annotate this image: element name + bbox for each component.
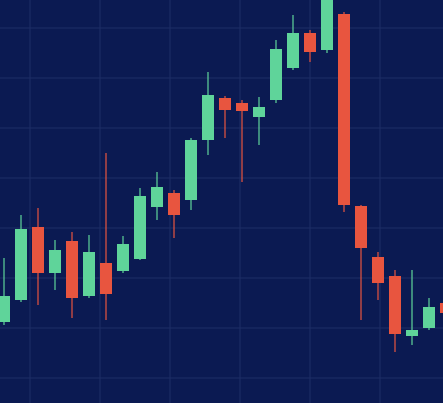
candle-body	[83, 252, 95, 296]
candle-body	[134, 196, 146, 259]
candle-body	[66, 241, 78, 298]
candle-body	[117, 244, 129, 271]
candle-body	[389, 276, 401, 334]
candle-body	[219, 98, 231, 110]
candle-body	[287, 33, 299, 68]
candle-body	[440, 303, 443, 313]
candle-body	[372, 257, 384, 283]
candle-body	[423, 307, 435, 328]
candle-body	[406, 330, 418, 336]
candle-body	[49, 250, 61, 273]
candle-body	[100, 263, 112, 294]
candle-body	[168, 193, 180, 215]
candle-body	[355, 206, 367, 248]
candle-body	[185, 140, 197, 200]
candle-body	[236, 103, 248, 111]
candle-body	[321, 0, 333, 50]
candle-body	[304, 33, 316, 52]
candle-body	[338, 14, 350, 205]
candle-body	[151, 187, 163, 207]
candle-body	[202, 95, 214, 140]
candle-body	[15, 229, 27, 300]
candle-body	[0, 296, 10, 322]
candle-body	[253, 107, 265, 117]
candle-body	[32, 227, 44, 273]
candle-body	[270, 49, 282, 100]
